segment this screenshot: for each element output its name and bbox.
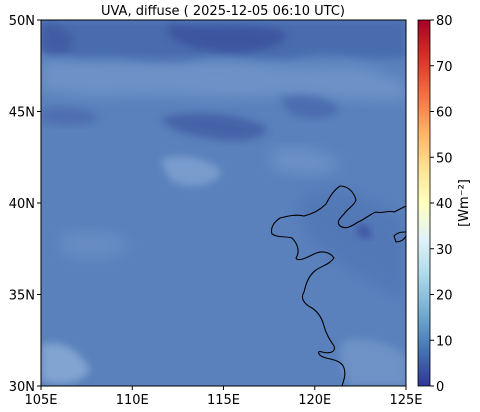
colorbar-tick-label: 60 [436, 106, 453, 121]
y-tick-label: 50N [9, 14, 35, 29]
x-tick-label: 105E [24, 393, 57, 408]
y-tick-label: 45N [9, 106, 35, 121]
colorbar-tick-label: 50 [436, 151, 453, 166]
x-axis: 105E 110E 115E 120E 125E [24, 386, 423, 408]
y-axis: 50N 45N 40N 35N 30N [9, 14, 41, 395]
chart-title: UVA, diffuse ( 2025-12-05 06:10 UTC) [101, 4, 345, 19]
colorbar-tick-label: 80 [436, 14, 453, 29]
y-tick-label: 30N [9, 380, 35, 395]
colorbar-tick-label: 0 [436, 380, 444, 395]
x-tick-label: 115E [207, 393, 240, 408]
y-tick-label: 35N [9, 289, 35, 304]
coastline-korea [393, 231, 406, 243]
x-tick-label: 125E [389, 393, 422, 408]
map-panel [41, 20, 406, 386]
field-texture [41, 20, 406, 386]
colorbar-label: [Wm⁻²] [457, 179, 472, 227]
colorbar-tick-label: 40 [436, 197, 453, 212]
coastline [270, 185, 406, 386]
colorbar-tick-label: 20 [436, 289, 453, 304]
colorbar-tick-label: 30 [436, 243, 453, 258]
y-tick-label: 40N [9, 197, 35, 212]
colorbar-gradient [417, 19, 431, 387]
colorbar-tick-label: 10 [436, 334, 453, 349]
x-tick-label: 120E [298, 393, 331, 408]
colorbar: 80 70 60 50 40 30 20 10 0 [Wm⁻²] [417, 14, 472, 395]
x-tick-label: 110E [116, 393, 149, 408]
colorbar-tick-label: 70 [436, 60, 453, 75]
